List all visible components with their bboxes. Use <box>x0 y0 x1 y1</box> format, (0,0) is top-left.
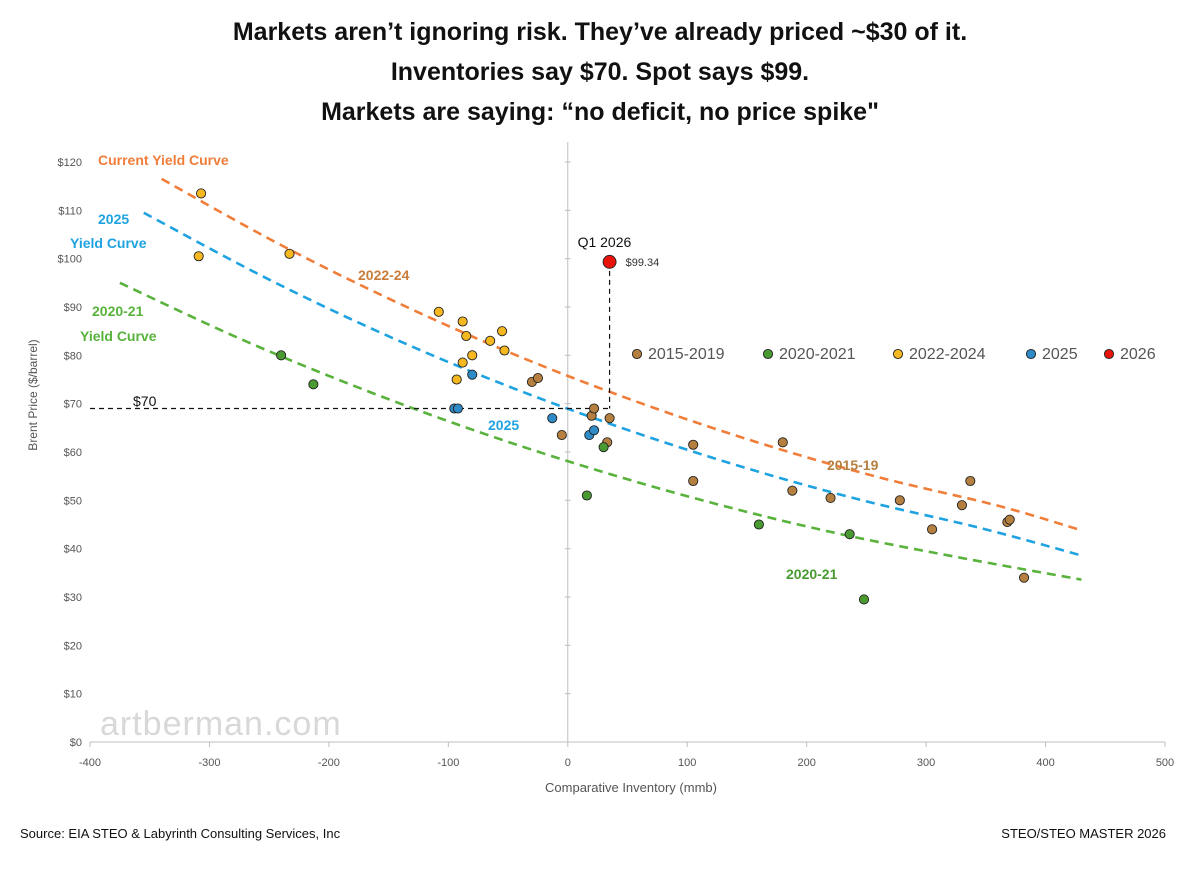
legend-marker-2022-2024 <box>892 348 904 360</box>
point-2015-2019 <box>556 430 567 441</box>
point-2020-2021 <box>858 594 870 605</box>
x-tick-label: 0 <box>565 757 571 769</box>
point-2015-2019 <box>787 485 798 496</box>
point-2015-2019 <box>894 495 905 506</box>
y-tick-label: $10 <box>64 689 82 701</box>
legend-marker-2025 <box>1025 348 1037 360</box>
point-2020-2021 <box>844 529 855 540</box>
x-tick-label: -400 <box>79 757 101 769</box>
label-2020-21: 2020-21 <box>786 566 838 582</box>
y-tick-label: $100 <box>58 254 82 266</box>
chart-title-line-1: Markets aren’t ignoring risk. They’ve al… <box>232 18 968 46</box>
point-2022-2024 <box>193 251 204 262</box>
point-2025 <box>452 403 463 414</box>
point-2022-2024 <box>497 326 508 337</box>
y-tick-label: $90 <box>64 302 82 314</box>
point-2022-2024 <box>457 357 468 368</box>
q1-2026-value: $99.34 <box>626 257 660 269</box>
yield-curve-2020-21 <box>119 281 1082 581</box>
point-2015-2019 <box>927 524 938 535</box>
legend-marker-2026 <box>1103 348 1115 360</box>
point-2020-2021 <box>581 490 592 501</box>
point-2020-2021 <box>598 442 609 453</box>
x-tick-label: 200 <box>797 757 815 769</box>
x-tick-label: 500 <box>1156 757 1174 769</box>
point-2026 <box>602 254 617 269</box>
current-yield-curve-label: Current Yield Curve <box>98 152 229 168</box>
x-tick-label: 100 <box>678 757 696 769</box>
yield-curve-2020-label-line-1: 2020-21 <box>92 303 144 319</box>
y-tick-label: $110 <box>58 205 82 217</box>
point-2015-2019 <box>1004 514 1015 525</box>
x-tick-label: 300 <box>917 757 935 769</box>
point-2015-2019 <box>1019 572 1030 583</box>
point-2025 <box>467 369 478 380</box>
source-note: Source: EIA STEO & Labyrinth Consulting … <box>20 826 341 841</box>
x-tick-label: -100 <box>437 757 459 769</box>
current-yield-curve <box>161 177 1082 532</box>
x-tick-label: -200 <box>318 757 340 769</box>
point-2022-2024 <box>461 330 472 342</box>
point-2015-2019 <box>688 439 699 450</box>
seventy-dollar-label: $70 <box>133 393 157 409</box>
point-2015-2019 <box>589 403 600 414</box>
y-tick-label: $70 <box>64 399 82 411</box>
y-tick-label: $20 <box>64 640 82 652</box>
y-tick-label: $60 <box>64 447 82 459</box>
yield-curve-2025-label-line-1: 2025 <box>98 211 129 227</box>
point-2015-2019 <box>777 437 788 448</box>
label-2015-19: 2015-19 <box>827 457 879 473</box>
y-tick-label: $50 <box>64 495 82 507</box>
y-tick-label: $0 <box>70 737 82 749</box>
label-2022-24: 2022-24 <box>358 267 410 283</box>
legend-label-2015-2019: 2015-2019 <box>648 346 725 363</box>
label-2025: 2025 <box>488 417 519 433</box>
point-2022-2024 <box>467 350 478 361</box>
point-2015-2019 <box>604 413 615 424</box>
point-2022-2024 <box>457 316 468 327</box>
legend-label-2020-2021: 2020-2021 <box>779 346 856 363</box>
chart-title-line-3: Markets are saying: “no deficit, no pric… <box>321 98 879 126</box>
point-2022-2024 <box>196 188 207 199</box>
x-tick-label: 400 <box>1036 757 1054 769</box>
y-axis-title: Brent Price ($/barrel) <box>26 339 40 450</box>
legend-label-2025: 2025 <box>1042 346 1078 363</box>
watermark: artberman.com <box>100 705 342 743</box>
y-tick-label: $80 <box>64 350 82 362</box>
point-2022-2024 <box>451 374 462 385</box>
y-tick-label: $120 <box>58 157 82 169</box>
legend-label-2026: 2026 <box>1120 346 1156 363</box>
point-2022-2024 <box>284 248 295 259</box>
point-2020-2021 <box>276 350 287 361</box>
point-2020-2021 <box>753 519 764 530</box>
point-2022-2024 <box>485 335 496 346</box>
y-tick-label: $30 <box>64 592 82 604</box>
q1-2026-label: Q1 2026 <box>578 234 632 250</box>
point-2025 <box>547 413 558 424</box>
x-tick-label: -300 <box>198 757 220 769</box>
yield-curve-2025-label-line-2: Yield Curve <box>70 235 147 251</box>
point-2025 <box>589 425 600 436</box>
point-2015-2019 <box>825 492 836 503</box>
legend-label-2022-2024: 2022-2024 <box>909 346 986 363</box>
point-2020-2021 <box>308 379 319 390</box>
legend-marker-2015-2019 <box>631 348 643 360</box>
file-label: STEO/STEO MASTER 2026 <box>1001 826 1166 841</box>
point-2015-2019 <box>956 500 967 511</box>
yield-curve-2020-label-line-2: Yield Curve <box>80 328 157 344</box>
point-2015-2019 <box>532 372 543 384</box>
point-2022-2024 <box>433 306 444 317</box>
point-2015-2019 <box>965 475 976 487</box>
x-axis-title: Comparative Inventory (mmb) <box>545 780 717 795</box>
chart-title-line-2: Inventories say $70. Spot says $99. <box>390 58 810 86</box>
legend-marker-2020-2021 <box>762 348 774 360</box>
y-tick-label: $40 <box>64 544 82 556</box>
point-2022-2024 <box>499 345 510 356</box>
point-2015-2019 <box>688 475 699 487</box>
